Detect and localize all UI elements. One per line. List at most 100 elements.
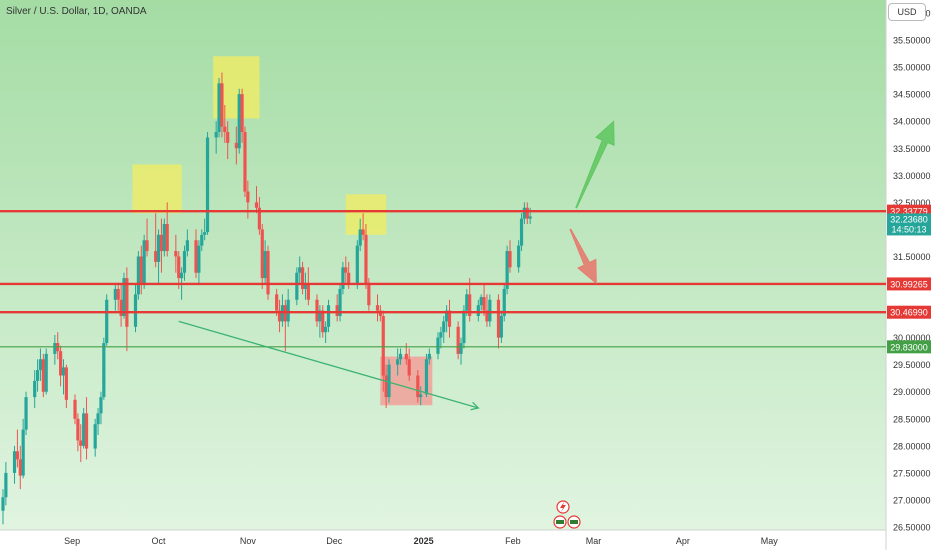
x-tick-label: Mar — [586, 536, 602, 546]
candle-body — [139, 256, 143, 284]
candle-body — [93, 424, 97, 449]
trend-arrow-head — [470, 401, 480, 411]
candle-body — [266, 251, 270, 295]
candle-body — [82, 413, 86, 446]
candle-body — [439, 332, 443, 338]
candle-body — [203, 232, 207, 235]
candle-body — [456, 326, 460, 354]
candle-body — [436, 337, 440, 354]
candle-body — [165, 224, 169, 252]
candle-body — [263, 251, 267, 279]
candle-body — [321, 310, 325, 333]
candle-body — [465, 294, 469, 311]
candle-body — [300, 267, 305, 289]
candle-body — [260, 229, 264, 279]
candle-body — [177, 256, 181, 279]
candle-body — [275, 294, 279, 311]
candle-body — [338, 288, 342, 316]
candle-body — [355, 245, 359, 284]
x-tick-label: 2025 — [414, 536, 434, 546]
highlight-box-1 — [132, 164, 182, 214]
countdown-label: 14:50:13 — [891, 224, 926, 234]
x-tick-label: Apr — [676, 536, 690, 546]
time-axis[interactable]: Sep Oct Nov Dec 2025 Feb Mar Apr May — [64, 536, 778, 546]
candle-body — [220, 83, 224, 127]
x-tick-label: Nov — [240, 536, 257, 546]
candle-body — [59, 351, 63, 376]
level-price-label-bg — [887, 277, 931, 291]
x-tick-label: Feb — [505, 536, 521, 546]
currency-button[interactable]: USD — [888, 3, 926, 21]
candle-body — [485, 310, 489, 322]
candle-body — [306, 283, 310, 300]
candle-body — [159, 234, 164, 252]
event-icons[interactable] — [553, 500, 581, 529]
price-labels: 32.33779 30.99265 30.46990 29.83000 32.23680… — [887, 204, 931, 354]
candle-body — [53, 343, 57, 354]
candle-body — [174, 251, 178, 257]
candle-body — [200, 234, 204, 246]
candle-body — [375, 305, 380, 311]
drawings[interactable] — [178, 120, 615, 411]
last-price-label-bg — [887, 213, 931, 236]
candle-body — [519, 218, 524, 246]
level-price-label: 30.99265 — [890, 279, 928, 289]
y-tick-label: 34.50000 — [893, 90, 931, 100]
candle-body — [156, 234, 161, 262]
candle-body — [102, 343, 106, 398]
chart-title: Silver / U.S. Dollar, 1D, OANDA — [6, 6, 147, 17]
candle-body — [205, 137, 210, 233]
candle-body — [12, 451, 17, 473]
candle-body — [398, 353, 403, 360]
trend-line-arrow[interactable] — [178, 320, 479, 409]
candle-body — [476, 305, 480, 316]
candle-body — [197, 245, 201, 273]
candle-body — [424, 359, 429, 395]
candle-body — [442, 321, 446, 333]
candle-body — [326, 305, 331, 327]
candle-body — [416, 375, 420, 398]
y-tick-label: 28.00000 — [893, 441, 931, 451]
y-tick-label: 32.50000 — [893, 198, 931, 208]
candle-body — [79, 440, 83, 446]
y-tick-label: 31.50000 — [893, 252, 931, 262]
candle-body — [295, 272, 299, 300]
candles — [1, 72, 532, 525]
candle-body — [361, 229, 365, 235]
level-price-label: 32.33779 — [890, 207, 928, 217]
price-axis-background — [886, 0, 932, 550]
candle-body — [119, 299, 123, 316]
candle-body — [445, 310, 449, 322]
candle-body — [136, 256, 140, 295]
candle-body — [185, 240, 189, 252]
candle-body — [162, 224, 166, 252]
us-flag-icon-stripes-2 — [570, 520, 578, 524]
candle-body — [84, 413, 89, 449]
candle-body — [64, 367, 68, 400]
candle-body — [407, 359, 411, 376]
candle-body — [341, 267, 345, 289]
level-price-label-bg — [887, 340, 931, 354]
level-price-label: 29.83000 — [890, 342, 928, 352]
candle-body — [1, 497, 5, 511]
y-tick-label: 27.00000 — [893, 495, 931, 505]
bearish-projection-arrow[interactable] — [569, 228, 597, 285]
y-tick-label: 26.50000 — [893, 523, 931, 533]
candle-body — [459, 343, 463, 354]
candle-body — [499, 315, 503, 338]
candle-body — [122, 278, 126, 316]
bullish-projection-arrow[interactable] — [575, 120, 615, 209]
horizontal-levels[interactable] — [0, 209, 886, 348]
y-tick-label: 35.00000 — [893, 63, 931, 73]
candle-body — [113, 288, 117, 300]
candle-body — [194, 240, 198, 273]
candle-body — [226, 132, 230, 143]
candle-body — [99, 397, 103, 414]
candle-body — [468, 294, 472, 316]
candle-body — [318, 310, 322, 322]
x-tick-label: Sep — [64, 536, 80, 546]
candle-body — [35, 370, 40, 381]
time-axis-background — [0, 530, 932, 550]
